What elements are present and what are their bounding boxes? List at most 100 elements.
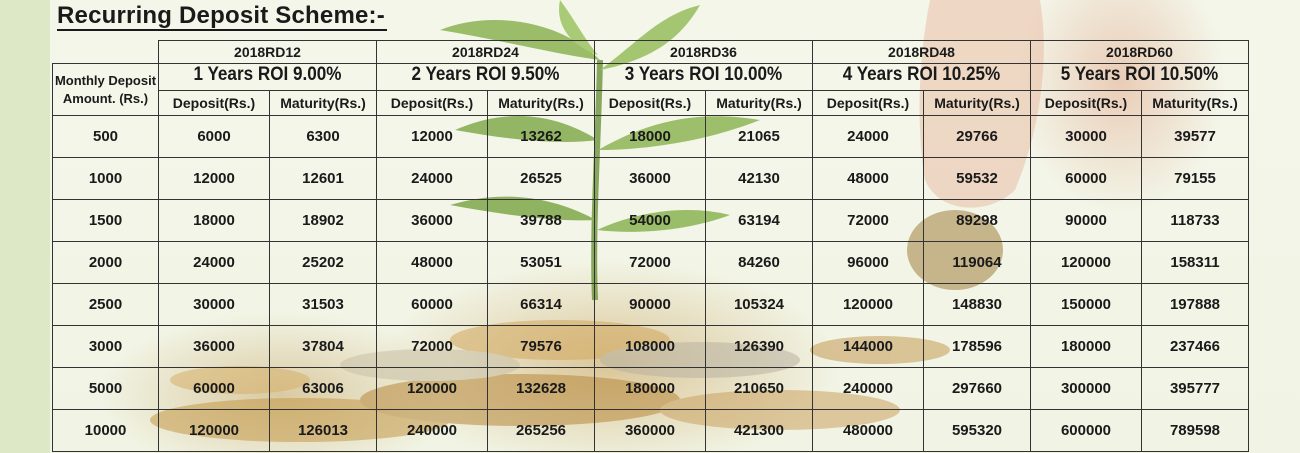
monthly-amount-cell: 500 (52, 115, 159, 158)
scheme-roi: 3 Years ROI 10.00% (594, 63, 813, 91)
maturity-cell: 84260 (705, 241, 813, 284)
deposit-column-header: Deposit(Rs.) (158, 90, 270, 116)
maturity-cell: 25202 (269, 241, 377, 284)
maturity-cell: 158311 (1141, 241, 1249, 284)
maturity-cell: 79155 (1141, 157, 1249, 200)
deposit-column-header: Deposit(Rs.) (594, 90, 706, 116)
deposit-cell: 72000 (594, 241, 706, 284)
deposit-cell: 144000 (812, 325, 924, 368)
deposit-cell: 48000 (812, 157, 924, 200)
maturity-column-header: Maturity(Rs.) (705, 90, 813, 116)
deposit-cell: 90000 (1030, 199, 1142, 242)
corner-empty (53, 41, 159, 64)
table-row: 5000 60000 63006 120000 132628 180000 210650 24… (52, 367, 1249, 410)
monthly-amount-cell: 5000 (52, 367, 159, 410)
monthly-amount-cell: 3000 (52, 325, 159, 368)
deposit-cell: 36000 (376, 199, 488, 242)
deposit-cell: 120000 (812, 283, 924, 326)
monthly-amount-cell: 1500 (52, 199, 159, 242)
table-row: 500 6000 6300 12000 13262 18000 21065 24000 2976… (52, 115, 1249, 158)
deposit-cell: 120000 (158, 409, 270, 452)
scheme-code: 2018RD24 (376, 40, 595, 64)
maturity-cell: 79576 (487, 325, 595, 368)
maturity-cell: 210650 (705, 367, 813, 410)
maturity-cell: 148830 (923, 283, 1031, 326)
maturity-cell: 119064 (923, 241, 1031, 284)
maturity-cell: 126390 (705, 325, 813, 368)
deposit-column-header: Deposit(Rs.) (812, 90, 924, 116)
deposit-cell: 72000 (376, 325, 488, 368)
maturity-column-header: Maturity(Rs.) (1141, 90, 1249, 116)
deposit-column-header: Deposit(Rs.) (376, 90, 488, 116)
scheme-roi-text: 5 Years ROI 10.50% (1060, 64, 1219, 85)
scheme-roi: 2 Years ROI 9.50% (376, 63, 595, 91)
maturity-cell: 6300 (269, 115, 377, 158)
maturity-cell: 29766 (923, 115, 1031, 158)
maturity-cell: 118733 (1141, 199, 1249, 242)
deposit-cell: 36000 (158, 325, 270, 368)
deposit-cell: 108000 (594, 325, 706, 368)
monthly-amount-cell: 2000 (52, 241, 159, 284)
maturity-cell: 178596 (923, 325, 1031, 368)
rd-table-body: 500 6000 6300 12000 13262 18000 21065 24000 2976… (52, 115, 1249, 452)
table-row: 2500 30000 31503 60000 66314 90000 105324 12000… (52, 283, 1249, 326)
deposit-cell: 18000 (594, 115, 706, 158)
maturity-cell: 53051 (487, 241, 595, 284)
maturity-cell: 66314 (487, 283, 595, 326)
deposit-cell: 6000 (158, 115, 270, 158)
deposit-column-header: Deposit(Rs.) (1030, 90, 1142, 116)
deposit-cell: 180000 (594, 367, 706, 410)
monthly-deposit-header: Monthly Deposit Amount. (Rs.) (52, 63, 159, 116)
scheme-code: 2018RD36 (594, 40, 813, 64)
scheme-roi-text: 1 Years ROI 9.00% (193, 64, 342, 85)
deposit-cell: 72000 (812, 199, 924, 242)
deposit-cell: 240000 (812, 367, 924, 410)
deposit-cell: 54000 (594, 199, 706, 242)
scheme-roi-row: Monthly Deposit Amount. (Rs.) 1 Years RO… (52, 63, 1249, 116)
maturity-cell: 37804 (269, 325, 377, 368)
maturity-cell: 13262 (487, 115, 595, 158)
deposit-cell: 120000 (376, 367, 488, 410)
scheme-roi-text: 3 Years ROI 10.00% (624, 64, 783, 85)
deposit-cell: 24000 (376, 157, 488, 200)
maturity-cell: 39577 (1141, 115, 1249, 158)
deposit-cell: 60000 (376, 283, 488, 326)
scheme-code-row: 2018RD12 2018RD24 2018RD36 2018RD48 2018… (53, 40, 1249, 64)
deposit-cell: 48000 (376, 241, 488, 284)
maturity-cell: 595320 (923, 409, 1031, 452)
maturity-cell: 39788 (487, 199, 595, 242)
deposit-cell: 300000 (1030, 367, 1142, 410)
deposit-cell: 12000 (158, 157, 270, 200)
maturity-cell: 21065 (705, 115, 813, 158)
scheme-roi-text: 4 Years ROI 10.25% (842, 64, 1001, 85)
maturity-cell: 42130 (705, 157, 813, 200)
monthly-deposit-header-line1: Monthly Deposit (54, 72, 157, 88)
table-row: 2000 24000 25202 48000 53051 72000 84260 96000 1… (52, 241, 1249, 284)
deposit-cell: 30000 (158, 283, 270, 326)
scheme-roi: 4 Years ROI 10.25% (812, 63, 1031, 91)
rd-scheme-table: 2018RD12 2018RD24 2018RD36 2018RD48 2018… (52, 40, 1249, 452)
deposit-cell: 96000 (812, 241, 924, 284)
maturity-column-header: Maturity(Rs.) (269, 90, 377, 116)
scheme-roi: 5 Years ROI 10.50% (1030, 63, 1249, 91)
maturity-cell: 105324 (705, 283, 813, 326)
maturity-cell: 31503 (269, 283, 377, 326)
deposit-cell: 12000 (376, 115, 488, 158)
maturity-cell: 265256 (487, 409, 595, 452)
maturity-cell: 237466 (1141, 325, 1249, 368)
deposit-cell: 60000 (158, 367, 270, 410)
table-row: 1000 12000 12601 24000 26525 36000 42130 48000 5… (52, 157, 1249, 200)
deposit-cell: 180000 (1030, 325, 1142, 368)
monthly-amount-cell: 10000 (52, 409, 159, 452)
deposit-cell: 36000 (594, 157, 706, 200)
maturity-cell: 63194 (705, 199, 813, 242)
maturity-cell: 297660 (923, 367, 1031, 410)
monthly-amount-cell: 1000 (52, 157, 159, 200)
maturity-cell: 132628 (487, 367, 595, 410)
deposit-cell: 360000 (594, 409, 706, 452)
maturity-cell: 126013 (269, 409, 377, 452)
maturity-cell: 12601 (269, 157, 377, 200)
maturity-cell: 89298 (923, 199, 1031, 242)
maturity-column-header: Maturity(Rs.) (923, 90, 1031, 116)
scheme-code: 2018RD12 (158, 40, 377, 64)
